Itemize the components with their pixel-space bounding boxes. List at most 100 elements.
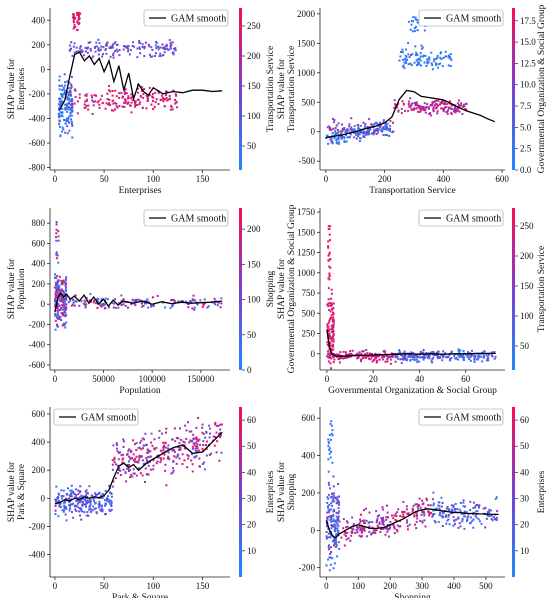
scatter-point [98,504,101,507]
scatter-point [409,106,412,109]
colorbar-tick-label: 100 [520,311,534,321]
scatter-point [462,501,465,504]
scatter-point [407,512,410,515]
scatter-point [473,361,476,363]
scatter-point [393,514,396,517]
scatter-point [381,523,384,526]
scatter-point [480,355,482,358]
scatter-point [464,353,467,356]
scatter-point [56,254,59,257]
colorbar-tick-label: 60 [520,415,530,425]
scatter-points [53,221,223,331]
scatter-point [73,51,76,54]
scatter-point [69,112,72,115]
scatter-point [472,518,475,521]
scatter-point [341,129,344,132]
scatter-point [63,324,66,326]
scatter-point [154,101,157,104]
scatter-point [439,101,442,104]
scatter-point [329,496,332,499]
scatter-point [180,438,183,441]
scatter-point [445,507,448,510]
scatter-point [444,352,447,355]
scatter-point [172,459,175,462]
scatter-point [94,94,97,97]
scatter-point [111,459,114,462]
scatter-point [456,508,459,510]
scatter-point [138,446,141,449]
scatter-point [457,348,460,351]
scatter-point [356,531,359,534]
scatter-point [98,42,101,45]
scatter-point [162,446,165,449]
scatter-point [330,420,333,423]
scatter-point [454,502,457,505]
scatter-point [126,467,128,470]
scatter-point [151,296,154,299]
scatter-point [415,104,418,106]
scatter-point [337,122,340,125]
scatter-point [491,519,494,522]
scatter-point [345,526,348,529]
scatter-point [164,306,167,309]
scatter-point [467,351,470,354]
scatter-point [330,302,333,305]
scatter-point [59,505,62,508]
scatter-point [386,354,388,357]
scatter-point [417,105,420,108]
scatter-point [123,90,126,92]
scatter-point [109,509,112,512]
scatter-point [330,521,333,523]
scatter-point [125,46,128,49]
scatter-point [414,18,417,21]
scatter-point [338,141,341,144]
scatter-point [61,296,64,299]
scatter-point [61,111,64,114]
chart-panel-3: 0 50000 100000 150000-600-400-2000200400600… [6,208,276,396]
scatter-point [72,21,75,24]
scatter-point [362,134,365,137]
scatter-point [335,533,338,536]
scatter-point [330,527,333,530]
scatter-point [353,128,356,131]
scatter-point [353,125,356,128]
scatter-point [70,498,73,501]
scatter-point [371,526,374,529]
scatter-point [486,357,489,360]
scatter-point [477,518,480,521]
scatter-point [109,103,112,106]
scatter-point [383,128,386,130]
scatter-point [74,89,77,92]
scatter-point [412,108,415,111]
scatter-point [66,110,69,113]
scatter-point [480,522,483,525]
scatter-point [141,474,144,477]
scatter-point [336,555,339,558]
scatter-point [78,304,81,307]
scatter-point [66,96,69,99]
scatter-point [346,521,349,524]
scatter-point [96,298,98,301]
scatter-point [443,511,445,514]
scatter-point [437,355,440,358]
colorbar-tick-label: 30 [247,494,257,504]
scatter-point [327,259,330,262]
scatter-point [114,477,117,480]
scatter-point [421,46,424,49]
scatter-point [361,350,364,353]
scatter-point [202,444,205,446]
scatter-point [390,514,393,517]
scatter-point [108,484,111,487]
scatter-point [190,453,193,456]
scatter-point [123,440,126,443]
scatter-point [422,349,425,351]
scatter-point [68,91,71,94]
scatter-point [59,114,62,117]
scatter-point [97,53,100,56]
scatter-point [133,472,136,475]
scatter-point [332,117,334,120]
scatter-point [411,53,414,56]
scatter-point [326,496,329,499]
scatter-point [140,439,143,442]
scatter-point [161,47,164,49]
